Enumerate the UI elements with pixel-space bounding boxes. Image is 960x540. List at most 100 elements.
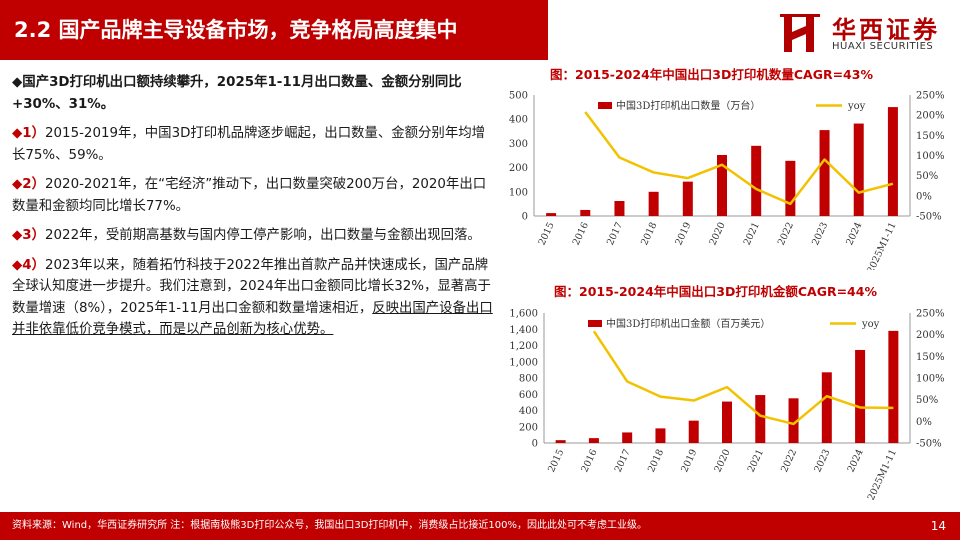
company-logo: 华西证券 HUAXI SECURITIES (768, 8, 958, 58)
point-4-tag: ◆4） (12, 257, 46, 273)
bar (722, 401, 732, 443)
bar (788, 398, 799, 443)
footer-bar (0, 512, 960, 540)
y-tick-right-label: 150% (916, 352, 945, 363)
x-tick-label: 2023 (812, 448, 832, 475)
bar (717, 155, 727, 216)
y-tick-left-label: 1,400 (509, 325, 538, 336)
point-1-text: 2015-2019年，中国3D打印机品牌逐步崛起，出口数量、金额分别年均增长75… (12, 126, 485, 163)
bar (588, 438, 599, 443)
bar (648, 191, 659, 216)
point-4-text: 2023年以来，随着拓竹科技于2022年推出首款产品并快速成长，国产品牌全球认知… (12, 257, 491, 316)
yoy-line (592, 330, 894, 426)
bar (887, 107, 898, 216)
y-tick-left-label: 200 (509, 163, 528, 174)
bar (821, 372, 832, 443)
y-tick-left-label: 400 (519, 406, 538, 417)
point-4: ◆4）2023年以来，随着拓竹科技于2022年推出首款产品并快速成长，国产品牌全… (12, 255, 494, 341)
bar (614, 200, 625, 216)
body-text: ◆国产3D打印机出口额持续攀升，2025年1-11月出口数量、金额分别同比+30… (12, 72, 494, 349)
bar (622, 432, 633, 443)
page-number: 14 (930, 519, 946, 533)
y-tick-left-label: 200 (519, 422, 538, 433)
lead-paragraph: ◆国产3D打印机出口额持续攀升，2025年1-11月出口数量、金额分别同比+30… (12, 75, 462, 112)
legend-bar-swatch (598, 102, 612, 109)
bar (655, 428, 666, 443)
chart-2-export-value: 0 200 400 600 800 1,000 1,200 1,400 1,600 -50% 0% 5… (509, 309, 945, 501)
y-tick-right-label: 100% (916, 151, 945, 162)
x-tick-label: 2016 (571, 221, 591, 248)
chart-2-title: 图：2015-2024年中国出口3D打印机金额CAGR=44% (554, 284, 877, 299)
y-tick-right-label: 150% (916, 131, 945, 142)
y-tick-right-label: 0% (916, 417, 932, 428)
x-tick-label: 2020 (713, 448, 733, 475)
point-2: ◆2）2020-2021年，在“宅经济”推动下，出口数量突破200万台，2020… (12, 174, 494, 217)
y-tick-right-label: 50% (916, 171, 938, 182)
x-tick-label: 2022 (779, 448, 799, 475)
legend-bar-label: 中国3D打印机出口金额（百万美元） (606, 317, 770, 330)
y-tick-right-label: -50% (916, 212, 942, 223)
bar (751, 145, 762, 216)
y-tick-left-label: 600 (519, 390, 538, 401)
chart-1-export-quantity: 0 100 200 300 400 500 -50% 0% 50% 100% 150% 200% 250… (509, 91, 945, 271)
y-tick-left-label: 400 (509, 115, 528, 126)
x-tick-label: 2019 (673, 221, 693, 248)
x-tick-label: 2023 (810, 221, 830, 248)
x-tick-label: 2025M1-11 (866, 448, 899, 500)
legend-bar-swatch (588, 320, 602, 327)
page-title: 2.2 国产品牌主导设备市场，竞争格局高度集中 (0, 0, 548, 60)
y-tick-left-label: 0 (532, 439, 538, 450)
huaxi-logo-icon (780, 14, 820, 52)
y-tick-right-label: 200% (916, 330, 945, 341)
y-tick-right-label: -50% (916, 439, 942, 450)
point-2-tag: ◆2） (12, 177, 46, 192)
point-1-tag: ◆1） (12, 126, 46, 141)
y-tick-left-label: 500 (509, 91, 528, 102)
point-2-text: 2020-2021年，在“宅经济”推动下，出口数量突破200万台，2020年出口… (12, 177, 487, 214)
x-tick-label: 2015 (537, 221, 557, 248)
x-tick-label: 2017 (605, 221, 625, 248)
x-tick-label: 2024 (844, 221, 864, 248)
x-tick-label: 2022 (776, 221, 796, 248)
bar (853, 123, 864, 216)
bar (555, 440, 566, 443)
legend-bar-label: 中国3D打印机出口数量（万台） (616, 99, 760, 112)
y-tick-left-label: 0 (522, 212, 528, 223)
point-4-underlined-text: 反映出国产设备出口并非依靠低价竞争模式，而是以产品创新为核心优势。 (12, 300, 493, 338)
y-tick-left-label: 1,600 (509, 309, 538, 320)
x-tick-label: 2024 (846, 448, 866, 475)
y-tick-right-label: 0% (916, 191, 932, 202)
legend-line-label: yoy (847, 101, 866, 112)
x-tick-label: 2020 (708, 221, 728, 248)
bar (755, 395, 766, 443)
point-3-text: 2022年，受前期高基数与国内停工停产影响，出口数量与金额出现回落。 (45, 228, 481, 243)
bar (682, 181, 693, 216)
yoy-line (584, 111, 894, 206)
x-tick-label: 2021 (746, 448, 766, 475)
y-tick-left-label: 1,200 (509, 341, 538, 352)
y-tick-right-label: 250% (916, 91, 945, 102)
y-tick-right-label: 250% (916, 309, 945, 320)
y-tick-right-label: 50% (916, 395, 938, 406)
y-tick-left-label: 300 (509, 139, 528, 150)
bar (855, 349, 866, 443)
point-1: ◆1）2015-2019年，中国3D打印机品牌逐步崛起，出口数量、金额分别年均增… (12, 123, 494, 166)
x-tick-label: 2019 (679, 448, 699, 475)
y-tick-left-label: 100 (509, 187, 528, 198)
bar (546, 213, 557, 216)
logo-name-cn: 华西证券 (832, 16, 940, 44)
chart-1-title: 图：2015-2024年中国出口3D打印机数量CAGR=43% (550, 67, 873, 82)
footer-source: 资料来源：Wind，华西证券研究所 注：根据南极熊3D打印公众号，我国出口3D打… (12, 520, 648, 531)
bar (819, 130, 830, 216)
point-3-tag: ◆3） (12, 228, 46, 243)
y-tick-left-label: 1,000 (509, 357, 538, 368)
bar (888, 330, 899, 443)
logo-name-en: HUAXI SECURITIES (832, 41, 934, 52)
x-tick-label: 2018 (639, 221, 659, 248)
x-tick-label: 2016 (579, 448, 599, 475)
bar (580, 209, 591, 216)
y-tick-left-label: 800 (519, 374, 538, 385)
point-3: ◆3）2022年，受前期高基数与国内停工停产影响，出口数量与金额出现回落。 (12, 225, 494, 247)
x-tick-label: 2025M1-11 (865, 221, 898, 270)
y-tick-right-label: 200% (916, 111, 945, 122)
